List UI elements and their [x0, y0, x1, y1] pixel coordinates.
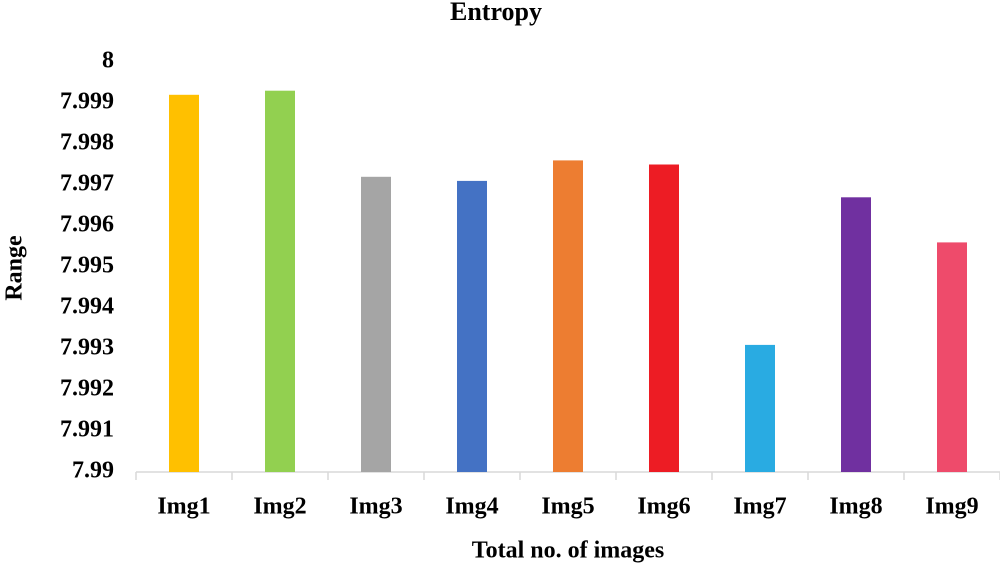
- y-tick-label: 7.994: [60, 294, 114, 320]
- x-tick-label: Img2: [253, 494, 306, 520]
- y-tick-label: 7.99: [72, 458, 114, 484]
- x-axis-label: Total no. of images: [472, 538, 664, 564]
- y-tick-label: 7.998: [60, 130, 114, 156]
- bar: [457, 180, 487, 472]
- y-tick-label: 7.996: [60, 212, 114, 238]
- x-tick-label: Img9: [925, 494, 978, 520]
- bar: [361, 176, 391, 473]
- bar: [649, 164, 679, 472]
- bar: [169, 94, 199, 473]
- y-tick-label: 7.992: [60, 376, 114, 402]
- bar: [745, 344, 775, 472]
- y-tick-label: 7.991: [60, 417, 114, 443]
- bar: [265, 90, 295, 472]
- y-tick-label: 7.997: [60, 171, 114, 197]
- x-tick-label: Img7: [733, 494, 786, 520]
- y-tick-label: 7.995: [60, 253, 114, 279]
- y-axis-label: Range: [2, 235, 28, 301]
- x-tick-label: Img4: [445, 494, 498, 520]
- x-tick-label: Img5: [541, 494, 594, 520]
- chart-title: Entropy: [450, 0, 542, 26]
- y-tick-label: 8: [102, 48, 114, 74]
- x-tick-label: Img8: [829, 494, 882, 520]
- bar: [553, 160, 583, 472]
- y-tick-label: 7.993: [60, 335, 114, 361]
- bar: [841, 197, 871, 473]
- y-tick-label: 7.999: [60, 89, 114, 115]
- bar: [937, 242, 967, 472]
- x-tick-label: Img1: [157, 494, 210, 520]
- x-tick-label: Img6: [637, 494, 690, 520]
- x-tick-label: Img3: [349, 494, 402, 520]
